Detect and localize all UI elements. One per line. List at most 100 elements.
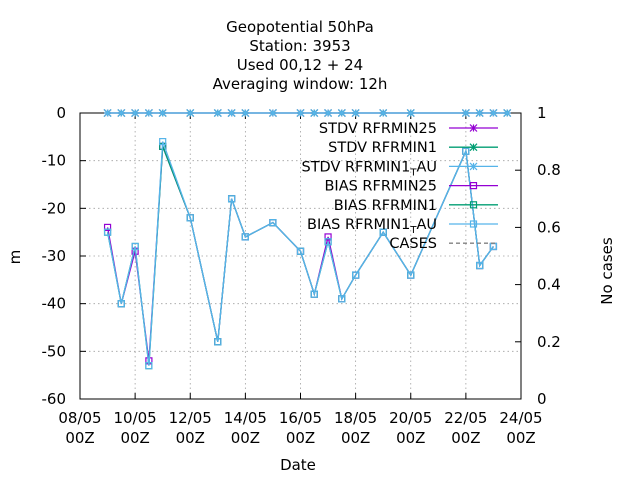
legend-sample-marker [469, 162, 478, 171]
data-point [310, 290, 318, 298]
x-tick-label: 00Z [396, 429, 425, 447]
x-tick-label: 12/05 [169, 409, 212, 427]
legend-sample-marker [469, 124, 478, 132]
y-tick-label: -20 [42, 199, 67, 217]
data-point [117, 300, 125, 308]
data-point [324, 109, 332, 117]
data-point-stroke [351, 109, 360, 117]
data-point-stroke [310, 109, 319, 117]
x-tick-label: 24/05 [499, 409, 542, 427]
legend-sample-marker-stroke [469, 162, 478, 171]
x-tick-label: 00Z [286, 429, 315, 447]
data-point [158, 109, 167, 117]
x-tick-label: 18/05 [334, 409, 377, 427]
legend-sample-marker-stroke [469, 143, 478, 152]
data-point-stroke [158, 109, 167, 117]
x-tick-label: 08/05 [58, 409, 101, 427]
data-point [296, 247, 305, 255]
data-point [131, 242, 139, 251]
data-point [159, 138, 167, 146]
x-tick-label: 00Z [65, 429, 94, 447]
x-tick-label: 00Z [341, 429, 370, 447]
legend-item: BIAS RFRMIN1 [334, 198, 498, 214]
data-point [337, 109, 346, 117]
y-tick-label: 0 [56, 104, 66, 122]
data-point [406, 109, 415, 117]
data-point [379, 228, 387, 236]
data-point-stroke [227, 109, 236, 117]
y2-axis-ticks: 1 0.8 0.6 0.4 0.2 0 [515, 104, 561, 408]
legend-label: BIAS RFRMIN1TAU [307, 217, 437, 236]
x-tick-label: 22/05 [444, 409, 487, 427]
y-tick-label: -60 [42, 390, 67, 408]
data-point [351, 109, 360, 117]
legend-sample-marker [469, 220, 478, 228]
data-point [117, 109, 126, 117]
data-point [503, 109, 512, 117]
data-point [103, 223, 112, 231]
data-point [144, 109, 153, 117]
data-point [186, 109, 195, 117]
series-2 [103, 109, 512, 117]
x-tick-label: 20/05 [389, 409, 432, 427]
legend-label: CASES [389, 236, 437, 252]
legend-sample-marker [469, 143, 478, 152]
data-point-stroke [241, 109, 250, 117]
data-point [324, 238, 332, 246]
data-point-stroke [337, 109, 346, 117]
data-point [227, 195, 236, 203]
data-point [227, 109, 236, 117]
data-point-stroke [475, 109, 484, 117]
data-point-stroke [296, 109, 305, 117]
data-point [241, 109, 250, 117]
data-point-stroke [213, 109, 222, 117]
legend-item: STDV RFRMIN1TAU [301, 159, 498, 178]
legend-item: STDV RFRMIN1 [328, 140, 498, 156]
data-point-stroke [103, 109, 112, 117]
data-point-stroke [131, 109, 140, 117]
x-tick-label: 00Z [451, 429, 480, 447]
data-point-stroke [144, 109, 153, 117]
data-point [186, 214, 194, 222]
y2-tick-label: 1 [537, 104, 547, 122]
legend-sample-marker [469, 201, 478, 209]
y-tick-label: -40 [42, 295, 67, 313]
data-point [103, 228, 112, 236]
grid [80, 113, 521, 399]
data-point [379, 109, 388, 117]
data-point-stroke [406, 109, 415, 117]
data-point [214, 338, 222, 346]
x-tick-label: 00Z [506, 429, 535, 447]
x-axis-label: Date [280, 456, 316, 474]
data-point [338, 295, 346, 303]
data-point [269, 219, 277, 227]
y-axis-label: m [6, 250, 24, 265]
data-point-stroke [503, 109, 512, 117]
y-tick-label: -30 [42, 247, 67, 265]
y2-tick-label: 0 [537, 390, 547, 408]
y-axis-ticks: 0 -10 -20 -30 -40 -50 -60 [42, 104, 86, 408]
data-point [476, 261, 484, 270]
data-point-stroke [117, 109, 126, 117]
data-point [407, 271, 415, 279]
data-point-stroke [324, 109, 332, 117]
x-tick-label: 00Z [120, 429, 149, 447]
legend-label: BIAS RFRMIN1 [334, 198, 437, 214]
x-tick-label: 00Z [231, 429, 260, 447]
title-line: Averaging window: 12h [213, 75, 388, 93]
y-tick-label: -10 [42, 152, 67, 170]
legend-item: CASES [389, 236, 498, 252]
legend-label: BIAS RFRMIN25 [324, 179, 437, 195]
data-point [269, 109, 277, 117]
x-axis-ticks: 08/05 00Z 10/05 00Z 12/05 00Z 14/05 00Z 16/05 00Z… [58, 113, 543, 447]
data-point-stroke [269, 109, 277, 117]
title-line: Geopotential 50hPa [226, 18, 374, 36]
series [103, 109, 512, 370]
data-point [462, 147, 470, 155]
data-point [352, 271, 360, 279]
legend: STDV RFRMIN25 STDV RFRMIN1 STDV RFRMIN1TAU… [301, 121, 498, 252]
legend-label: STDV RFRMIN1TAU [301, 159, 437, 178]
title-line: Station: 3953 [249, 37, 350, 55]
